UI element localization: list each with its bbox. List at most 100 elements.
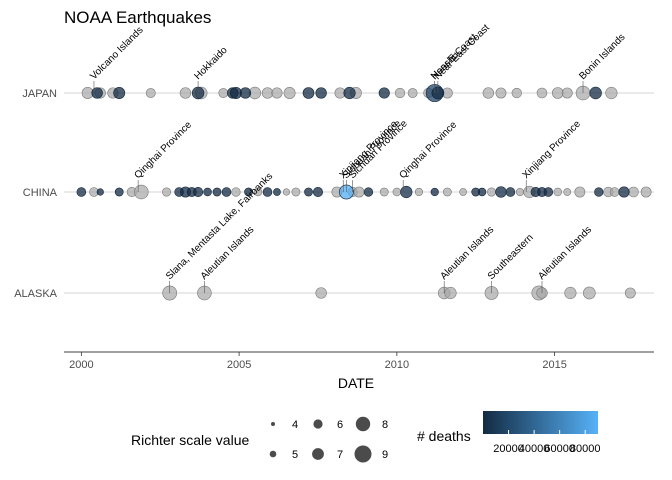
- annotation-label: Xinjiang Province: [521, 118, 584, 181]
- y-tick-label-china: CHINA: [23, 187, 58, 199]
- earthquake-point-japan: [482, 87, 495, 99]
- earthquake-point-china: [553, 187, 563, 197]
- earthquake-point-china: [212, 187, 222, 197]
- size-legend-label: 8: [382, 419, 388, 431]
- earthquake-point-japan: [271, 87, 283, 99]
- earthquake-point-china: [96, 188, 104, 196]
- earthquake-point-china: [495, 186, 507, 198]
- x-tick-label: 2005: [227, 359, 251, 371]
- color-legend-label: 40000: [519, 443, 550, 455]
- earthquake-point-japan: [239, 87, 252, 99]
- earthquake-point-china: [594, 187, 604, 197]
- size-legend-label: 4: [292, 419, 298, 431]
- earthquake-point-alaska: [624, 287, 636, 299]
- earthquake-point-japan: [218, 88, 229, 98]
- annotation-label: Aleutian Islands: [536, 224, 594, 282]
- earthquake-point-japan: [343, 86, 356, 100]
- y-axis-ticks: ALASKA CHINA JAPAN: [14, 88, 57, 300]
- earthquake-point-china: [262, 187, 273, 197]
- size-legend-key: [271, 422, 275, 426]
- annotation-label: Volcano Islands: [88, 25, 145, 82]
- earthquake-point-china: [618, 186, 630, 198]
- earthquake-point-china: [253, 187, 263, 197]
- earthquake-point-china: [574, 186, 586, 198]
- annotation-label: Southeastern: [486, 232, 536, 282]
- earthquake-point-japan: [394, 87, 406, 99]
- annotation-label: Near East Coast: [432, 22, 492, 82]
- earthquake-point-china: [459, 188, 467, 196]
- earthquake-point-china: [312, 186, 324, 198]
- x-axis-ticks: 2000 2005 2010 2015: [69, 352, 567, 371]
- size-legend-title: Richter scale value: [131, 432, 249, 448]
- earthquake-point-china: [231, 187, 241, 197]
- earthquake-point-china: [363, 187, 374, 197]
- earthquake-point-japan: [91, 87, 103, 99]
- chart-title: NOAA Earthquakes: [64, 8, 211, 27]
- earthquake-point-alaska: [582, 286, 596, 300]
- color-legend-label: 80000: [570, 443, 601, 455]
- annotation-label: Qinghai Province: [132, 119, 194, 181]
- annotation-label: Hokkaido: [192, 45, 230, 83]
- size-legend-key: [354, 445, 372, 463]
- earthquake-point-china: [543, 187, 554, 197]
- earthquake-point-china: [76, 187, 87, 197]
- size-legend-key: [312, 448, 324, 460]
- earthquake-point-china: [353, 186, 365, 198]
- size-legend: Richter scale value 4 5 6 7 8 9: [131, 416, 388, 463]
- earthquake-point-alaska: [444, 286, 457, 300]
- earthquake-point-china: [628, 186, 639, 198]
- earthquake-point-japan: [302, 87, 315, 99]
- annotation-label: Bonin Islands: [577, 32, 627, 82]
- earthquake-point-alaska: [564, 286, 577, 300]
- color-legend-title: # deaths: [417, 428, 471, 444]
- earthquake-point-china: [134, 184, 149, 200]
- earthquake-point-china: [114, 187, 124, 197]
- size-legend-label: 6: [337, 419, 343, 431]
- earthquake-point-china: [477, 187, 487, 197]
- earthquake-point-japan: [551, 87, 564, 99]
- color-legend-label: 60000: [544, 443, 575, 455]
- earthquake-point-japan: [378, 87, 390, 99]
- earthquake-point-china: [414, 187, 424, 197]
- earthquake-point-china: [162, 187, 172, 197]
- color-legend-label: 20000: [493, 443, 524, 455]
- x-axis-title: DATE: [338, 375, 374, 391]
- earthquake-point-japan: [179, 87, 192, 99]
- earthquake-point-japan: [261, 87, 274, 99]
- color-gradient-bar: [483, 411, 598, 434]
- earthquake-point-japan: [315, 87, 327, 99]
- earthquake-point-china: [430, 187, 439, 197]
- earthquake-point-china: [282, 188, 291, 196]
- earthquake-point-japan: [605, 86, 618, 100]
- earthquake-point-china: [203, 187, 212, 197]
- earthquake-point-china: [609, 187, 620, 197]
- earthquake-point-china: [563, 188, 572, 196]
- earthquake-point-china: [487, 187, 497, 197]
- x-tick-label: 2015: [542, 359, 566, 371]
- size-legend-key: [269, 450, 277, 458]
- earthquake-point-japan: [589, 86, 602, 100]
- size-legend-label: 9: [382, 449, 388, 461]
- earthquake-point-china: [379, 187, 389, 197]
- earthquake-point-china: [640, 186, 652, 198]
- x-tick-label: 2010: [385, 359, 409, 371]
- earthquake-point-china: [244, 187, 253, 197]
- x-tick-label: 2000: [69, 359, 93, 371]
- size-legend-label: 5: [292, 449, 298, 461]
- earthquake-point-china: [515, 188, 524, 196]
- size-legend-label: 7: [337, 449, 343, 461]
- earthquake-point-china: [221, 187, 232, 197]
- earthquake-point-china: [291, 187, 301, 197]
- earthquake-point-china: [273, 188, 281, 196]
- earthquake-point-china: [400, 185, 413, 199]
- earthquake-point-japan: [511, 87, 522, 99]
- earthquake-point-china: [442, 187, 452, 197]
- earthquake-point-japan: [407, 88, 418, 98]
- earthquake-point-alaska: [315, 287, 327, 299]
- earthquake-point-japan: [113, 87, 126, 99]
- earthquake-point-china: [193, 186, 204, 198]
- earthquake-point-china: [392, 187, 402, 197]
